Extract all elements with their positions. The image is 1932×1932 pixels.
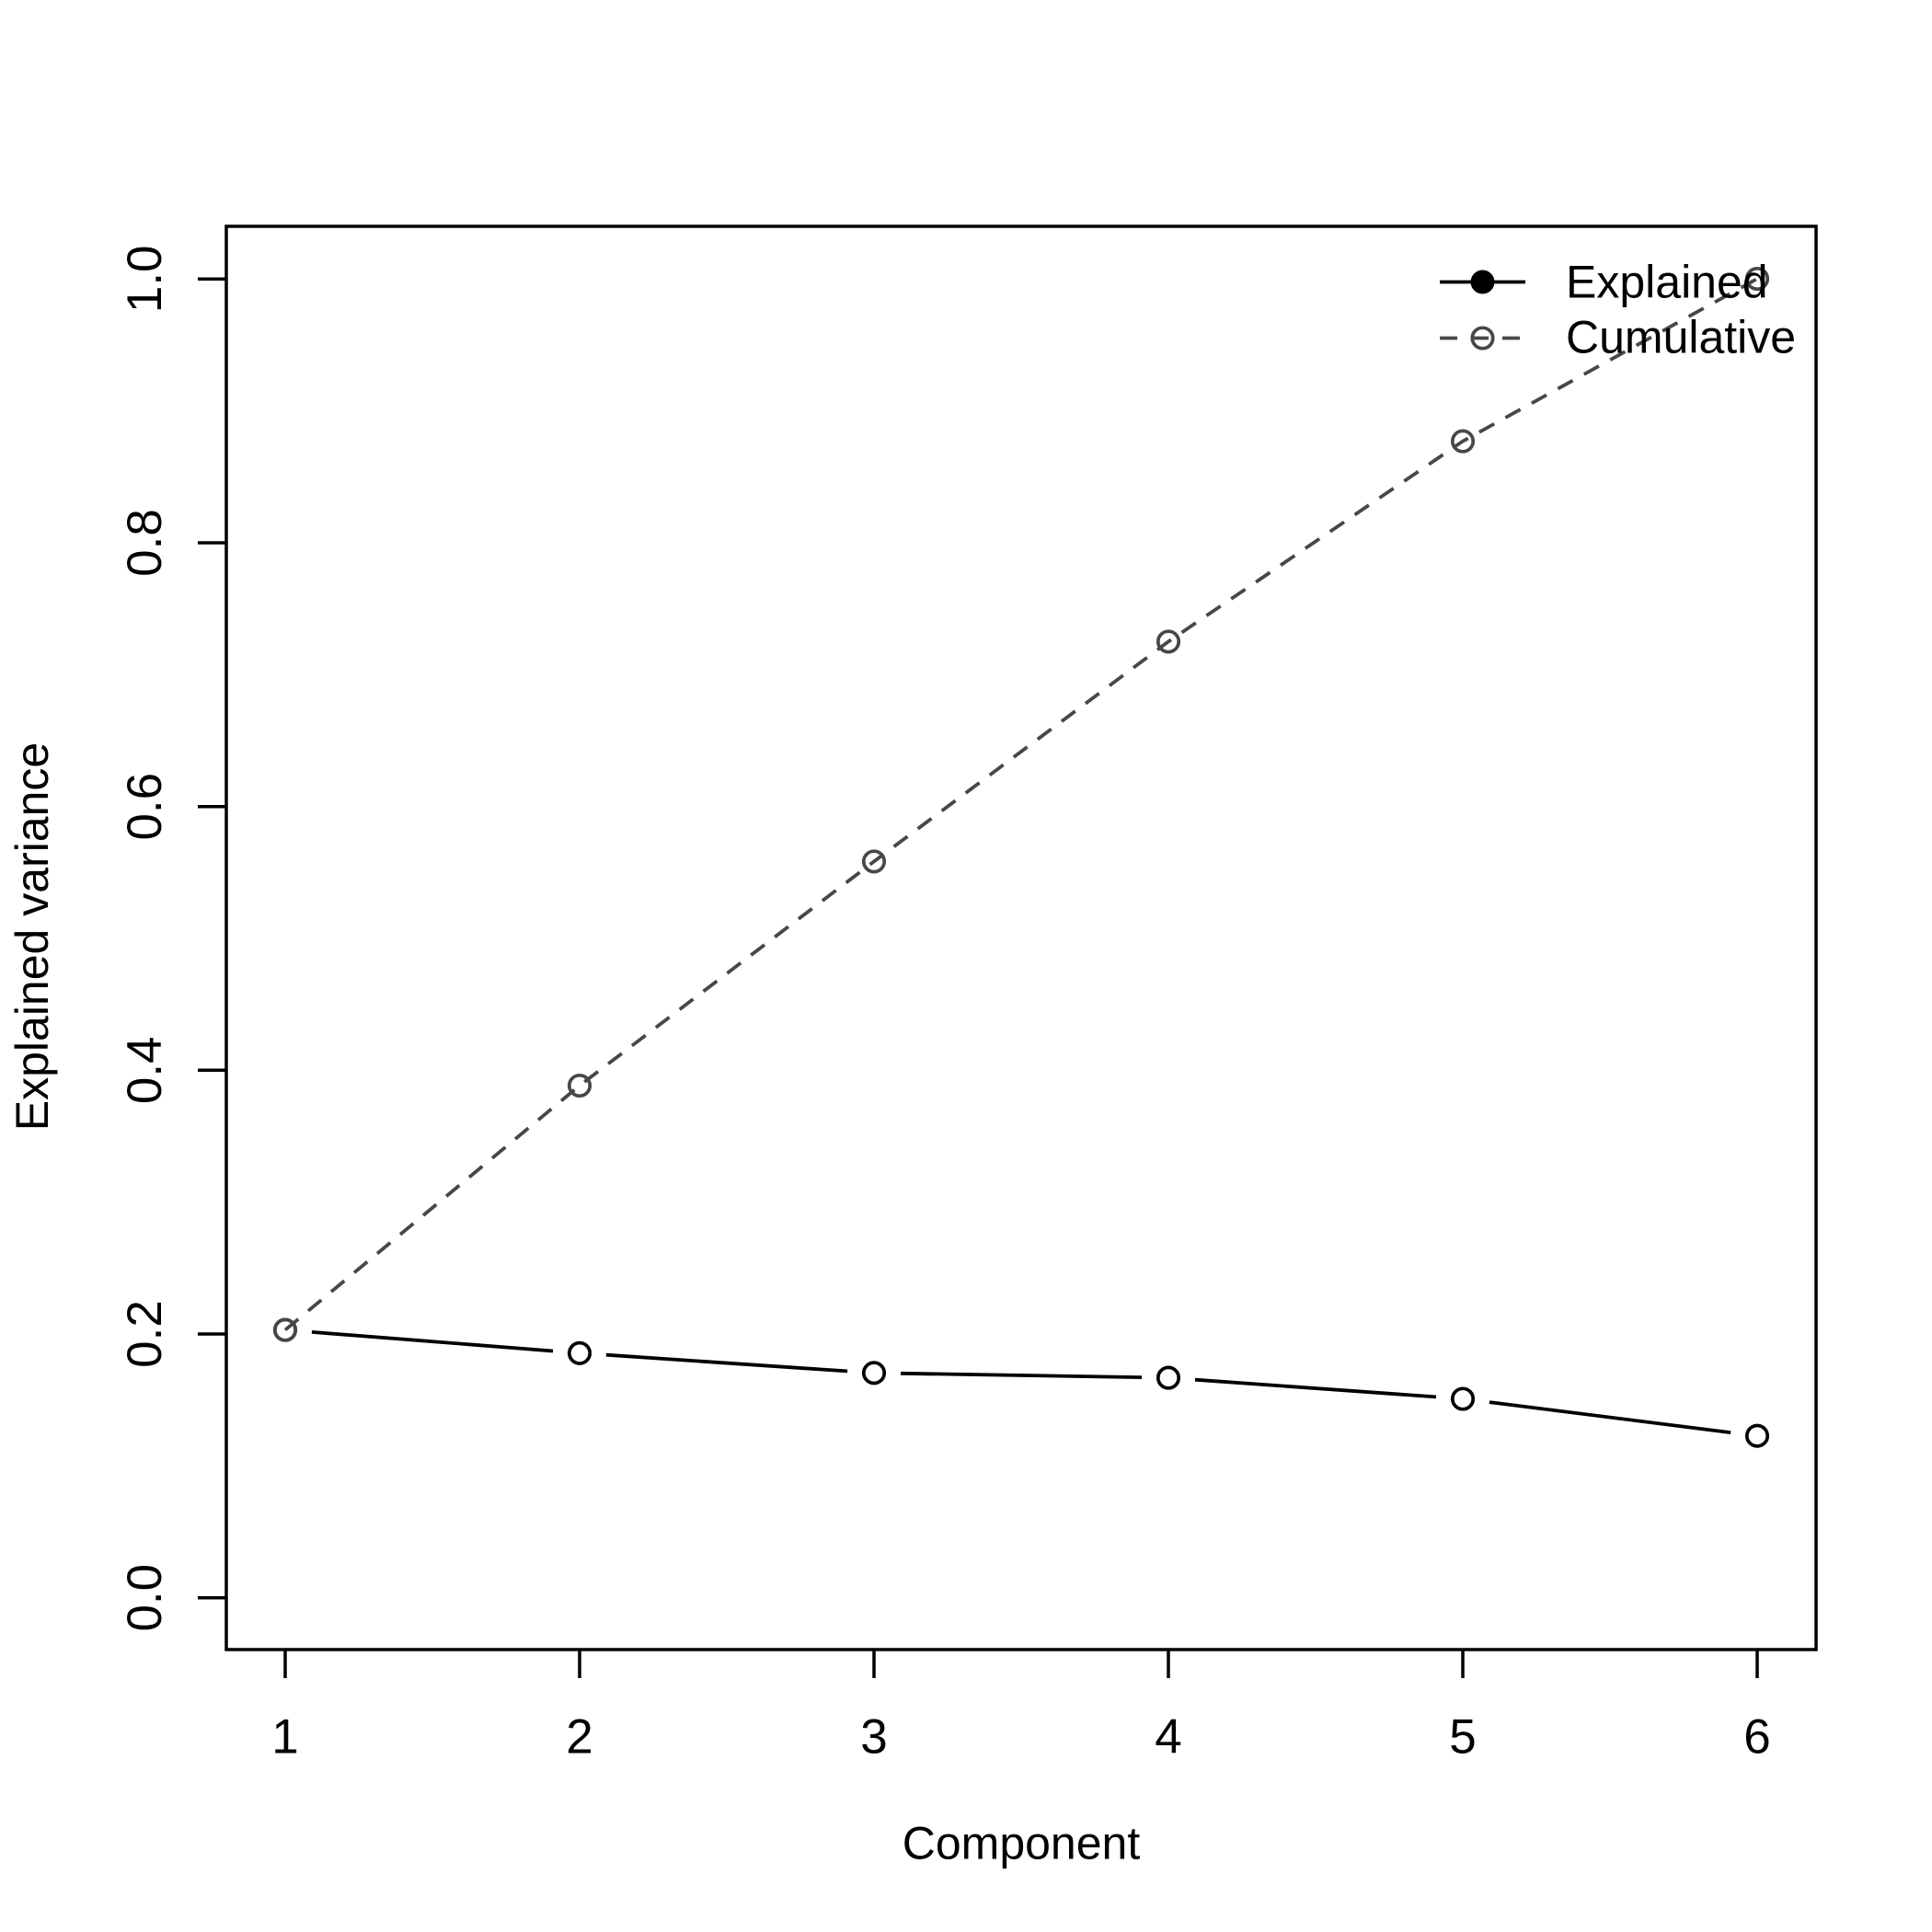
- svg-text:0.0: 0.0: [118, 1564, 172, 1632]
- svg-text:0.8: 0.8: [118, 509, 172, 577]
- svg-text:1: 1: [271, 1710, 298, 1765]
- svg-text:1.0: 1.0: [118, 245, 172, 313]
- svg-text:Component: Component: [903, 1818, 1141, 1869]
- svg-text:Explained variance: Explained variance: [6, 742, 58, 1132]
- svg-text:3: 3: [860, 1710, 887, 1765]
- svg-text:0.2: 0.2: [118, 1300, 172, 1368]
- svg-text:4: 4: [1155, 1710, 1181, 1765]
- svg-text:0.6: 0.6: [118, 773, 172, 841]
- svg-text:Cumulative: Cumulative: [1566, 312, 1796, 363]
- svg-text:0.4: 0.4: [118, 1036, 172, 1104]
- svg-text:Explained: Explained: [1566, 257, 1768, 308]
- svg-text:6: 6: [1743, 1710, 1770, 1765]
- svg-text:5: 5: [1449, 1710, 1476, 1765]
- svg-text:2: 2: [566, 1710, 592, 1765]
